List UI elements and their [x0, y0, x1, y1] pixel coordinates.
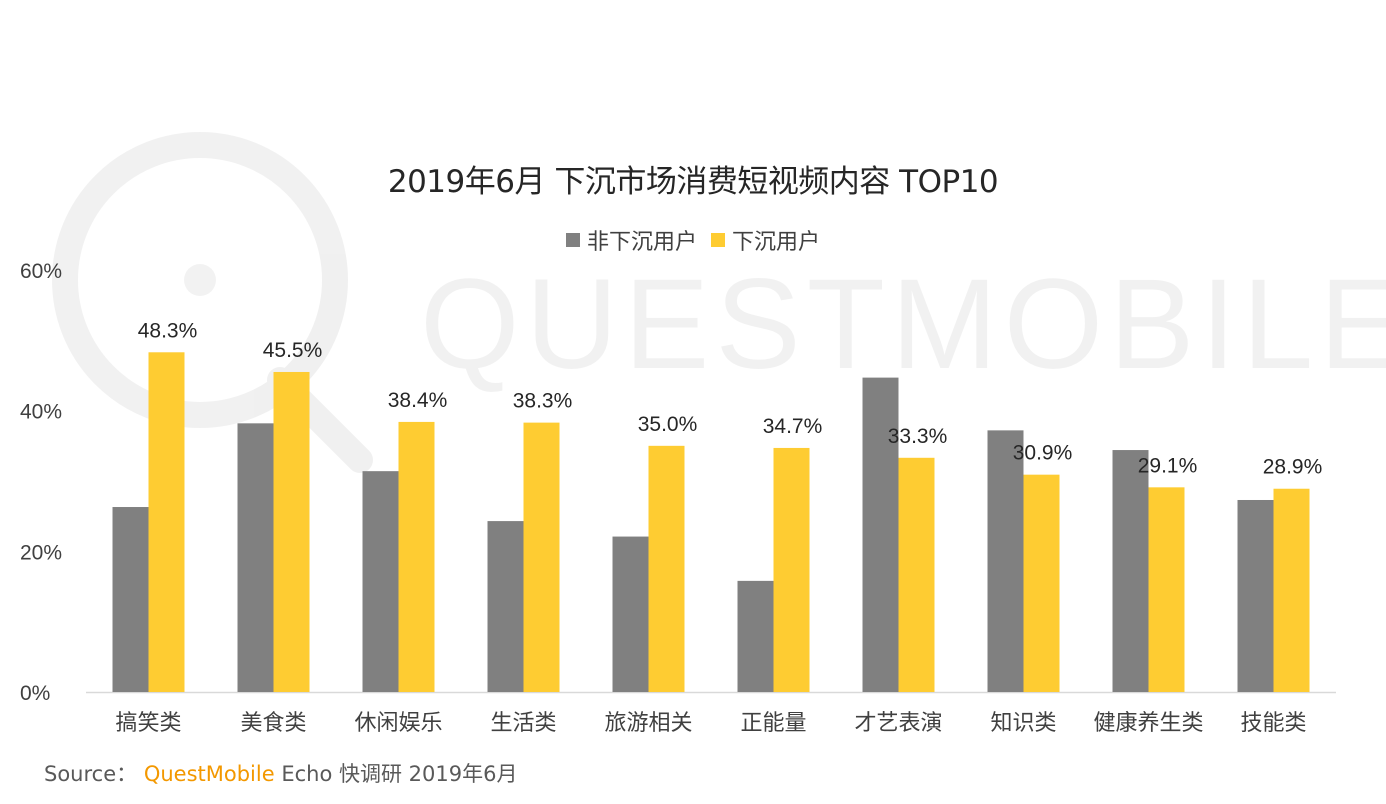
data-label: 48.3%: [138, 319, 198, 342]
legend: 非下沉用户 下沉用户: [0, 224, 1386, 256]
x-tick-label: 知识类: [990, 711, 1056, 736]
x-tick-label: 正能量: [740, 711, 806, 736]
source-prefix: Source：: [44, 762, 138, 786]
y-tick-label: 40%: [20, 401, 62, 424]
data-label: 33.3%: [888, 425, 948, 448]
x-tick-label: 生活类: [490, 711, 556, 736]
data-label: 30.9%: [1013, 442, 1073, 465]
x-tick-label: 技能类: [1240, 711, 1306, 736]
bar-non-sinking: [487, 521, 524, 692]
x-tick-label: 美食类: [240, 711, 306, 736]
bar-sinking: [1148, 487, 1185, 692]
legend-label-sinking: 下沉用户: [732, 230, 821, 255]
bar-sinking: [1273, 488, 1310, 692]
bar-sinking: [148, 352, 185, 692]
bar-non-sinking: [987, 430, 1024, 692]
x-tick-label: 搞笑类: [115, 711, 181, 736]
bar-non-sinking: [362, 471, 399, 692]
data-label: 45.5%: [263, 339, 323, 362]
x-tick-label: 旅游相关: [604, 711, 692, 736]
data-label: 28.9%: [1263, 456, 1323, 479]
x-tick-label: 休闲娱乐: [354, 711, 442, 736]
bar-non-sinking: [1237, 499, 1274, 692]
legend-item-sinking: 下沉用户: [711, 224, 820, 256]
source-rest: Echo 快调研 2019年6月: [281, 762, 518, 786]
bar-sinking: [1023, 474, 1060, 692]
legend-swatch-gray: [565, 233, 580, 247]
bar-sinking: [523, 422, 560, 692]
bar-sinking: [398, 421, 435, 692]
data-label: 35.0%: [638, 413, 698, 436]
x-tick-label: 才艺表演: [854, 711, 942, 736]
bar-non-sinking: [862, 377, 899, 692]
bar-non-sinking: [237, 423, 274, 692]
y-tick-label: 60%: [20, 260, 62, 283]
x-tick-label: 健康养生类: [1093, 711, 1203, 736]
legend-item-non-sinking: 非下沉用户: [565, 224, 697, 256]
bar-non-sinking: [737, 580, 774, 692]
bar-sinking: [773, 447, 810, 692]
bar-non-sinking: [1112, 450, 1149, 692]
y-tick-label: 20%: [20, 541, 62, 564]
data-label: 38.3%: [513, 390, 573, 413]
legend-label-non-sinking: 非下沉用户: [586, 230, 697, 255]
bar-non-sinking: [612, 536, 649, 692]
bar-sinking: [648, 445, 685, 692]
source-brand: QuestMobile: [143, 762, 275, 786]
bar-sinking: [898, 457, 935, 692]
data-label: 34.7%: [763, 415, 823, 438]
bar-non-sinking: [112, 507, 149, 692]
data-label: 38.4%: [388, 389, 448, 412]
data-label: 29.1%: [1138, 454, 1198, 477]
legend-swatch-yellow: [711, 233, 725, 247]
bar-sinking: [273, 371, 310, 692]
y-tick-label: 0%: [20, 682, 50, 705]
chart-title: 2019年6月 下沉市场消费短视频内容 TOP10: [387, 164, 999, 200]
source-note: Source： QuestMobile Echo 快调研 2019年6月: [44, 758, 517, 788]
